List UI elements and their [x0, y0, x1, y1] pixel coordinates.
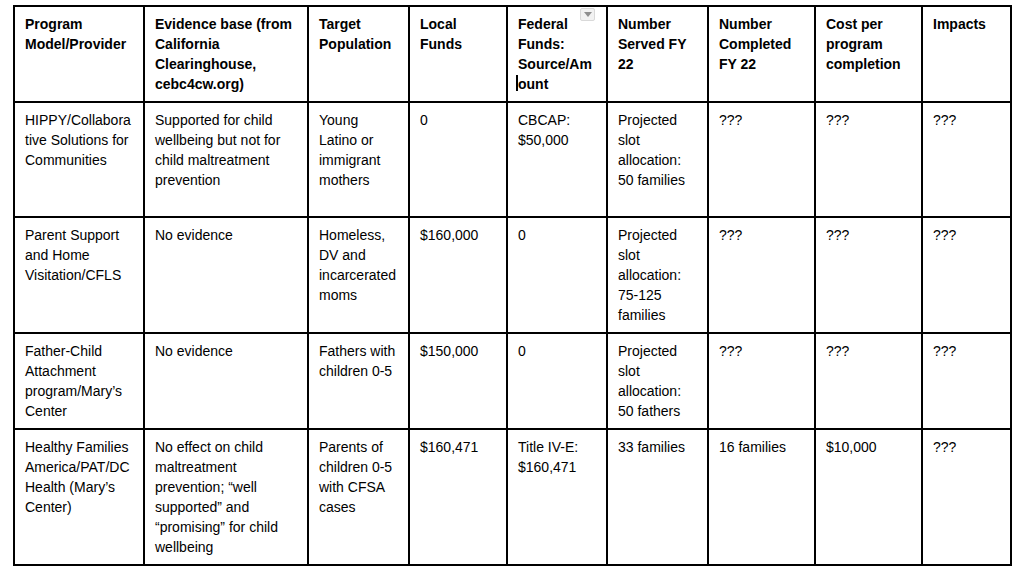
table-row: Father-Child Attachment program/Mary’s C… [14, 333, 1011, 429]
table-row: Healthy Families America/PAT/DC Health (… [14, 429, 1011, 565]
column-header-number-served[interactable]: Number Served FY 22 [607, 6, 708, 102]
table-cell[interactable]: No evidence [144, 333, 308, 429]
chevron-down-icon [584, 12, 592, 17]
table-cell[interactable]: 0 [507, 217, 607, 333]
table-cell[interactable]: Supported for child wellbeing but not fo… [144, 102, 308, 217]
table-cell[interactable]: ??? [922, 217, 1011, 333]
column-header-local-funds[interactable]: Local Funds [409, 6, 507, 102]
table-cell[interactable]: Fathers with children 0-5 [308, 333, 409, 429]
table-cell[interactable]: Parents of children 0-5 with CFSA cases [308, 429, 409, 565]
table-cell[interactable]: ??? [815, 217, 922, 333]
table-row: HIPPY/Collaborative Solutions for Commun… [14, 102, 1011, 217]
table-cell[interactable]: Projected slot allocation: 50 families [607, 102, 708, 217]
table-cell[interactable]: No effect on child maltreatment preventi… [144, 429, 308, 565]
column-header-federal-funds[interactable]: Federal Funds: Source/Amount [507, 6, 607, 102]
table-cell[interactable]: HIPPY/Collaborative Solutions for Commun… [14, 102, 144, 217]
document-page: Program Model/Provider Evidence base (fr… [0, 0, 1024, 569]
table-cell[interactable]: 0 [507, 333, 607, 429]
table-cell[interactable]: 16 families [708, 429, 815, 565]
table-cell[interactable]: ??? [815, 102, 922, 217]
column-header-program-model[interactable]: Program Model/Provider [14, 6, 144, 102]
table-cell[interactable]: Title IV-E: $160,471 [507, 429, 607, 565]
header-row: Program Model/Provider Evidence base (fr… [14, 6, 1011, 102]
table-cell[interactable]: 33 families [607, 429, 708, 565]
table-cell[interactable]: $160,000 [409, 217, 507, 333]
table-cell[interactable]: Father-Child Attachment program/Mary’s C… [14, 333, 144, 429]
table-cell[interactable]: 0 [409, 102, 507, 217]
column-header-number-completed[interactable]: Number Completed FY 22 [708, 6, 815, 102]
table-cell[interactable]: $160,471 [409, 429, 507, 565]
table-cell[interactable]: ??? [922, 429, 1011, 565]
cell-dropdown-button[interactable] [580, 8, 595, 21]
column-header-evidence-base[interactable]: Evidence base (from California Clearingh… [144, 6, 308, 102]
table-cell[interactable]: ??? [922, 102, 1011, 217]
column-header-cost-per-completion[interactable]: Cost per program completion [815, 6, 922, 102]
table-cell[interactable]: ??? [708, 333, 815, 429]
text-cursor-caret [516, 75, 518, 91]
table-cell[interactable]: $10,000 [815, 429, 922, 565]
table-cell[interactable]: Healthy Families America/PAT/DC Health (… [14, 429, 144, 565]
table-cell[interactable]: Homeless, DV and incarcerated moms [308, 217, 409, 333]
table-cell[interactable]: Parent Support and Home Visitation/CFLS [14, 217, 144, 333]
table-cell[interactable]: Projected slot allocation: 50 fathers [607, 333, 708, 429]
table-cell[interactable]: CBCAP: $50,000 [507, 102, 607, 217]
programs-table: Program Model/Provider Evidence base (fr… [13, 5, 1012, 566]
table-cell[interactable]: ??? [708, 217, 815, 333]
table-cell[interactable]: No evidence [144, 217, 308, 333]
column-header-federal-funds-label: Federal Funds: Source/Amount [518, 16, 592, 92]
table-cell[interactable]: $150,000 [409, 333, 507, 429]
table-cell[interactable]: ??? [708, 102, 815, 217]
table-cell[interactable]: ??? [815, 333, 922, 429]
table-row: Parent Support and Home Visitation/CFLS … [14, 217, 1011, 333]
column-header-target-population[interactable]: Target Population [308, 6, 409, 102]
table-cell[interactable]: Young Latino or immigrant mothers [308, 102, 409, 217]
table-cell[interactable]: Projected slot allocation: 75-125 famili… [607, 217, 708, 333]
column-header-impacts[interactable]: Impacts [922, 6, 1011, 102]
table-cell[interactable]: ??? [922, 333, 1011, 429]
